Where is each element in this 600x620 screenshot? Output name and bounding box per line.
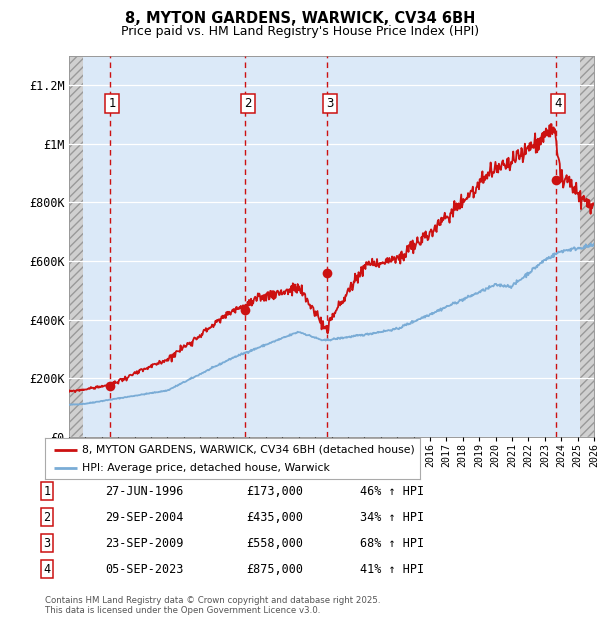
Text: 1: 1: [109, 97, 116, 110]
Text: 4: 4: [43, 563, 50, 575]
Text: £875,000: £875,000: [246, 563, 303, 575]
Text: 4: 4: [554, 97, 562, 110]
Text: 3: 3: [326, 97, 333, 110]
Text: £173,000: £173,000: [246, 485, 303, 497]
Text: 27-JUN-1996: 27-JUN-1996: [105, 485, 184, 497]
Text: 05-SEP-2023: 05-SEP-2023: [105, 563, 184, 575]
Text: £435,000: £435,000: [246, 511, 303, 523]
Bar: [580, 56, 594, 437]
Text: 1: 1: [43, 485, 50, 497]
Text: 68% ↑ HPI: 68% ↑ HPI: [360, 537, 424, 549]
Text: 2: 2: [43, 511, 50, 523]
Text: 29-SEP-2004: 29-SEP-2004: [105, 511, 184, 523]
Text: 23-SEP-2009: 23-SEP-2009: [105, 537, 184, 549]
Text: HPI: Average price, detached house, Warwick: HPI: Average price, detached house, Warw…: [83, 463, 331, 473]
Text: Contains HM Land Registry data © Crown copyright and database right 2025.
This d: Contains HM Land Registry data © Crown c…: [45, 596, 380, 615]
Text: 41% ↑ HPI: 41% ↑ HPI: [360, 563, 424, 575]
Text: 8, MYTON GARDENS, WARWICK, CV34 6BH (detached house): 8, MYTON GARDENS, WARWICK, CV34 6BH (det…: [83, 445, 415, 454]
Text: 8, MYTON GARDENS, WARWICK, CV34 6BH: 8, MYTON GARDENS, WARWICK, CV34 6BH: [125, 11, 475, 26]
Text: 2: 2: [244, 97, 251, 110]
Text: 34% ↑ HPI: 34% ↑ HPI: [360, 511, 424, 523]
Text: Price paid vs. HM Land Registry's House Price Index (HPI): Price paid vs. HM Land Registry's House …: [121, 25, 479, 38]
Text: £558,000: £558,000: [246, 537, 303, 549]
Text: 46% ↑ HPI: 46% ↑ HPI: [360, 485, 424, 497]
Text: 3: 3: [43, 537, 50, 549]
Bar: [69, 56, 83, 437]
